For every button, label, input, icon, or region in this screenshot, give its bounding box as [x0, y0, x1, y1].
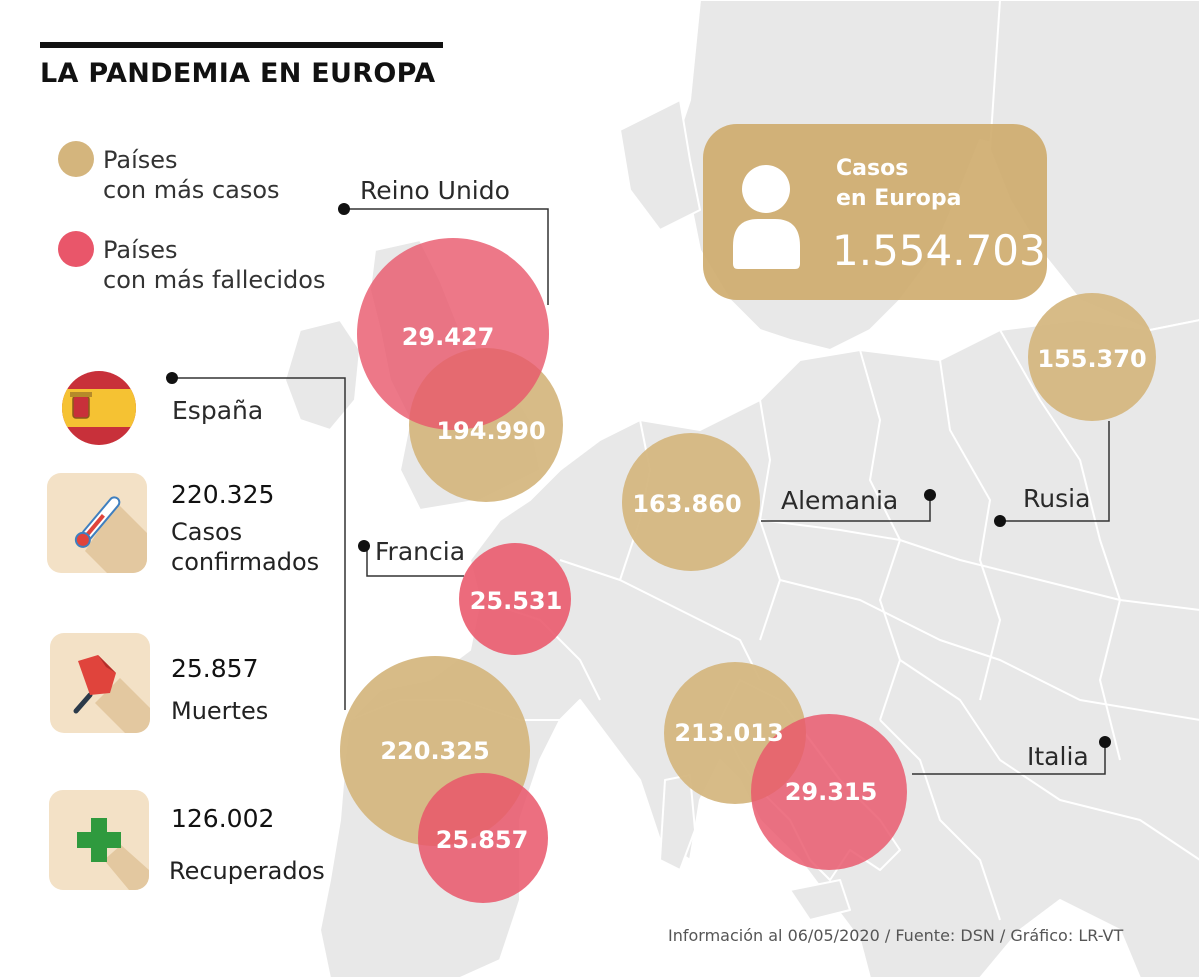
spain-flag-icon	[62, 371, 136, 445]
label-uk: Reino Unido	[360, 176, 510, 205]
legend-cases-swatch	[58, 141, 94, 177]
label-germany: Alemania	[781, 486, 899, 515]
connector-dots	[166, 203, 1111, 748]
stat-deaths-value: 25.857	[171, 654, 259, 683]
value-russia-cases: 155.370	[1037, 345, 1147, 373]
label-italy: Italia	[1027, 742, 1089, 771]
source-footer: Información al 06/05/2020 / Fuente: DSN …	[668, 926, 1124, 945]
europe-label-line2: en Europa	[836, 186, 962, 211]
stat-confirmed-line2: confirmados	[171, 548, 320, 576]
thermometer-icon	[74, 496, 147, 573]
stat-confirmed-line1: Casos	[171, 518, 243, 546]
value-italy-deaths: 29.315	[784, 778, 878, 806]
value-spain-deaths: 25.857	[435, 826, 529, 854]
country-bubbles	[340, 238, 1156, 903]
europe-cases-label: Casos en Europa	[836, 154, 996, 214]
sicily-land	[789, 879, 851, 921]
stat-recovered-label: Recuperados	[169, 857, 325, 885]
pushpin-icon	[73, 655, 150, 733]
title-rule	[40, 42, 443, 48]
country-borders	[349, 329, 1200, 921]
legend-deaths-swatch	[58, 231, 94, 267]
label-france: Francia	[375, 537, 466, 566]
bubble-russia-cases	[1028, 293, 1156, 421]
value-italy-cases: 213.013	[674, 719, 784, 747]
connector-lines	[172, 208, 1110, 775]
europe-label-line1: Casos	[836, 156, 909, 181]
legend-deaths: Países con más fallecidos	[103, 235, 325, 295]
europe-total: 1.554.703	[832, 226, 1046, 275]
value-spain-cases: 220.325	[380, 737, 490, 765]
pushpin-card	[50, 633, 150, 733]
legend-cases: Países con más casos	[103, 145, 280, 205]
stat-confirmed-value: 220.325	[171, 480, 275, 509]
europe-cases-box	[703, 124, 1047, 300]
legend-cases-line1: Países	[103, 146, 178, 174]
value-germany-cases: 163.860	[632, 490, 742, 518]
cross-card	[49, 790, 149, 890]
person-icon	[733, 165, 800, 269]
legend-deaths-line2: con más fallecidos	[103, 266, 326, 294]
norway-coast	[619, 99, 701, 231]
ireland-land	[284, 319, 361, 431]
value-uk-deaths: 29.427	[401, 323, 495, 351]
thermometer-card	[47, 473, 147, 573]
value-uk-cases: 194.990	[436, 417, 546, 445]
label-spain: España	[172, 396, 264, 425]
infographic-title: LA PANDEMIA EN EUROPA	[40, 58, 436, 89]
stat-recovered-value: 126.002	[171, 804, 275, 833]
stat-confirmed-label: Casos confirmados	[171, 517, 319, 577]
label-russia: Rusia	[1023, 484, 1091, 513]
stat-deaths-label: Muertes	[171, 697, 269, 725]
bubble-germany-cases	[622, 433, 760, 571]
bubble-france-deaths	[459, 543, 571, 655]
bubble-uk-deaths	[357, 238, 549, 430]
bubble-italy-deaths	[751, 714, 907, 870]
legend-deaths-line1: Países	[103, 236, 178, 264]
legend-cases-line2: con más casos	[103, 176, 280, 204]
bubble-spain-deaths	[418, 773, 548, 903]
value-france-deaths: 25.531	[469, 587, 563, 615]
cross-icon	[77, 818, 149, 890]
